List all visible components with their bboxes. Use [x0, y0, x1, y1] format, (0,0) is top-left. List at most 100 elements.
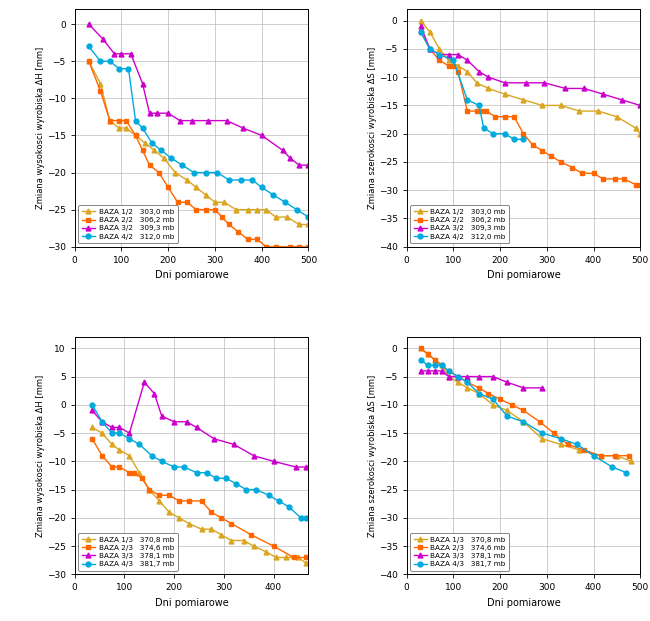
BAZA 2/3   374,6 mb	[496, 396, 504, 403]
BAZA 3/3   378,1 mb	[250, 452, 257, 460]
BAZA 3/3   378,1 mb	[454, 373, 462, 380]
BAZA 2/2   306,2 mb	[131, 132, 139, 139]
Legend: BAZA 1/2   303,0 mb, BAZA 2/2   306,2 mb, BAZA 3/2   309,3 mb, BAZA 4/2   312,0 : BAZA 1/2 303,0 mb, BAZA 2/2 306,2 mb, BA…	[410, 205, 510, 243]
X-axis label: Dni pomiarowe: Dni pomiarowe	[155, 270, 228, 280]
BAZA 1/3   370,8 mb	[417, 345, 424, 352]
X-axis label: Dni pomiarowe: Dni pomiarowe	[487, 270, 560, 280]
BAZA 4/3   381,7 mb	[125, 435, 133, 443]
BAZA 2/3   374,6 mb	[484, 390, 492, 397]
BAZA 3/2   309,3 mb	[111, 50, 118, 58]
BAZA 3/3   378,1 mb	[88, 407, 96, 414]
Line: BAZA 3/3   378,1 mb: BAZA 3/3 378,1 mb	[90, 380, 308, 469]
BAZA 3/2   309,3 mb	[295, 161, 303, 169]
BAZA 4/3   381,7 mb	[108, 429, 116, 437]
BAZA 4/3   381,7 mb	[573, 441, 581, 448]
Line: BAZA 1/3   370,8 mb: BAZA 1/3 370,8 mb	[418, 346, 633, 464]
BAZA 2/2   306,2 mb	[445, 62, 452, 70]
BAZA 1/3   370,8 mb	[218, 531, 226, 538]
BAZA 4/3   381,7 mb	[454, 373, 462, 380]
BAZA 1/2   303,0 mb	[97, 79, 105, 87]
BAZA 2/3   374,6 mb	[454, 373, 462, 380]
BAZA 2/2   306,2 mb	[305, 243, 313, 250]
BAZA 2/2   306,2 mb	[174, 199, 181, 206]
Line: BAZA 1/3   370,8 mb: BAZA 1/3 370,8 mb	[90, 425, 308, 566]
BAZA 4/2   312,0 mb	[463, 96, 471, 104]
BAZA 1/2   303,0 mb	[283, 214, 291, 221]
BAZA 1/3   370,8 mb	[88, 424, 96, 431]
BAZA 3/3   378,1 mb	[116, 424, 124, 431]
BAZA 4/3   381,7 mb	[463, 378, 471, 386]
BAZA 3/3   378,1 mb	[140, 378, 148, 386]
BAZA 3/2   309,3 mb	[188, 117, 196, 124]
BAZA 1/2   303,0 mb	[594, 107, 602, 115]
BAZA 1/2   303,0 mb	[141, 139, 149, 147]
BAZA 3/2   309,3 mb	[99, 35, 107, 43]
BAZA 1/3   370,8 mb	[146, 486, 153, 493]
BAZA 4/3   381,7 mb	[158, 458, 166, 465]
BAZA 1/2   303,0 mb	[183, 176, 191, 184]
BAZA 1/3   370,8 mb	[176, 514, 183, 522]
BAZA 1/3   370,8 mb	[475, 390, 483, 397]
BAZA 1/2   303,0 mb	[253, 206, 261, 214]
BAZA 2/2   306,2 mb	[538, 147, 546, 155]
BAZA 1/2   303,0 mb	[454, 62, 462, 70]
BAZA 2/3   374,6 mb	[437, 361, 445, 369]
BAZA 4/2   312,0 mb	[417, 28, 424, 35]
BAZA 4/2   312,0 mb	[270, 191, 278, 199]
BAZA 4/2   312,0 mb	[97, 58, 105, 65]
BAZA 4/2   312,0 mb	[449, 57, 457, 64]
BAZA 3/3   378,1 mb	[230, 441, 238, 448]
BAZA 3/2   309,3 mb	[580, 84, 588, 92]
BAZA 1/3   370,8 mb	[302, 560, 310, 567]
BAZA 1/3   370,8 mb	[135, 469, 143, 476]
BAZA 3/3   378,1 mb	[192, 424, 200, 431]
BAZA 4/3   381,7 mb	[213, 474, 220, 482]
BAZA 3/3   378,1 mb	[417, 367, 424, 374]
BAZA 4/2   312,0 mb	[85, 43, 93, 50]
BAZA 2/3   374,6 mb	[138, 474, 146, 482]
BAZA 1/3   370,8 mb	[454, 378, 462, 386]
BAZA 2/2   306,2 mb	[164, 184, 172, 191]
BAZA 1/3   370,8 mb	[445, 373, 452, 380]
BAZA 1/3   370,8 mb	[503, 407, 511, 414]
BAZA 3/3   378,1 mb	[183, 418, 190, 425]
BAZA 2/2   306,2 mb	[454, 68, 462, 75]
BAZA 1/2   303,0 mb	[557, 102, 565, 109]
BAZA 1/2   303,0 mb	[417, 17, 424, 24]
BAZA 2/2   306,2 mb	[529, 141, 537, 148]
BAZA 3/2   309,3 mb	[239, 124, 247, 132]
BAZA 1/2   303,0 mb	[519, 96, 527, 104]
BAZA 2/3   374,6 mb	[625, 452, 632, 460]
BAZA 1/3   370,8 mb	[125, 452, 133, 460]
BAZA 2/3   374,6 mb	[519, 407, 527, 414]
BAZA 4/3   381,7 mb	[489, 396, 497, 403]
BAZA 2/3   374,6 mb	[185, 497, 193, 505]
BAZA 3/3   378,1 mb	[270, 458, 278, 465]
Line: BAZA 2/2   306,2 mb: BAZA 2/2 306,2 mb	[86, 59, 311, 249]
BAZA 1/3   370,8 mb	[250, 542, 257, 550]
BAZA 2/3   374,6 mb	[98, 452, 106, 460]
BAZA 4/2   312,0 mb	[293, 206, 301, 214]
BAZA 1/3   370,8 mb	[489, 401, 497, 409]
BAZA 3/3   378,1 mb	[424, 367, 432, 374]
BAZA 2/3   374,6 mb	[248, 531, 255, 538]
BAZA 1/3   370,8 mb	[240, 537, 248, 544]
BAZA 2/2   306,2 mb	[547, 153, 555, 160]
BAZA 4/3   381,7 mb	[275, 497, 283, 505]
BAZA 4/2   312,0 mb	[489, 130, 497, 137]
BAZA 2/2   306,2 mb	[115, 117, 123, 124]
BAZA 1/3   370,8 mb	[597, 452, 604, 460]
BAZA 1/3   370,8 mb	[538, 435, 546, 443]
BAZA 2/2   306,2 mb	[491, 113, 499, 120]
BAZA 4/3   381,7 mb	[98, 418, 106, 425]
X-axis label: Dni pomiarowe: Dni pomiarowe	[155, 598, 228, 608]
Line: BAZA 4/2   312,0 mb: BAZA 4/2 312,0 mb	[86, 44, 311, 219]
BAZA 1/2   303,0 mb	[613, 113, 621, 120]
BAZA 3/3   378,1 mb	[503, 378, 511, 386]
BAZA 4/2   312,0 mb	[475, 102, 483, 109]
BAZA 2/3   374,6 mb	[270, 542, 278, 550]
BAZA 2/3   374,6 mb	[508, 401, 515, 409]
BAZA 1/3   370,8 mb	[198, 525, 205, 533]
BAZA 1/2   303,0 mb	[295, 221, 303, 229]
Line: BAZA 4/3   381,7 mb: BAZA 4/3 381,7 mb	[418, 357, 629, 475]
